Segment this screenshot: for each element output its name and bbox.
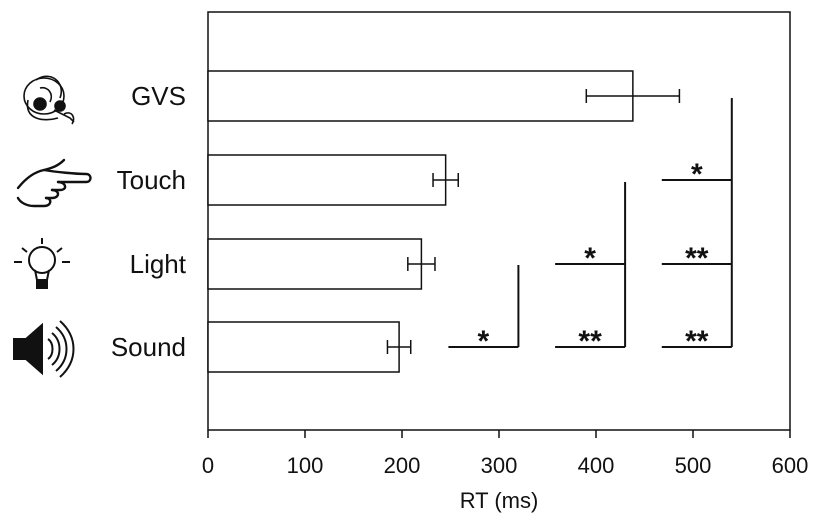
x-tick-label-100: 100 [287,453,324,478]
error-bars-layer [386,89,681,354]
category-label-light: Light [130,249,187,279]
category-label-gvs: GVS [131,81,186,111]
x-axis-title: RT (ms) [460,488,539,513]
sig-label-3-sound: ** [685,325,709,358]
x-axis: 0 100 200 300 400 500 600 [202,430,808,478]
sig-label-3-light: ** [685,242,709,275]
x-tick-label-0: 0 [202,453,214,478]
bar-touch [207,154,447,206]
bars-layer [207,70,634,373]
pointing-hand-icon [16,158,92,208]
gvs-head-icon [23,75,75,125]
light-bulb-icon [14,238,70,289]
sig-label-2-sound: ** [578,325,602,358]
sig-label-3-touch: * [691,158,703,191]
sig-label-2-light: * [584,242,596,275]
bar-light [207,238,423,290]
category-labels: GVS Touch Light Sound [111,81,187,362]
sig-label-1-sound: * [478,325,490,358]
x-tick-label-400: 400 [578,453,615,478]
x-tick-label-500: 500 [675,453,712,478]
category-label-sound: Sound [111,332,186,362]
bar-sound [207,321,400,373]
x-tick-label-600: 600 [772,453,809,478]
significance-layer: ********* [448,98,733,358]
category-label-touch: Touch [117,165,186,195]
speaker-icon [13,320,75,378]
x-tick-label-300: 300 [481,453,518,478]
x-tick-label-200: 200 [384,453,421,478]
bar-gvs [207,70,634,122]
